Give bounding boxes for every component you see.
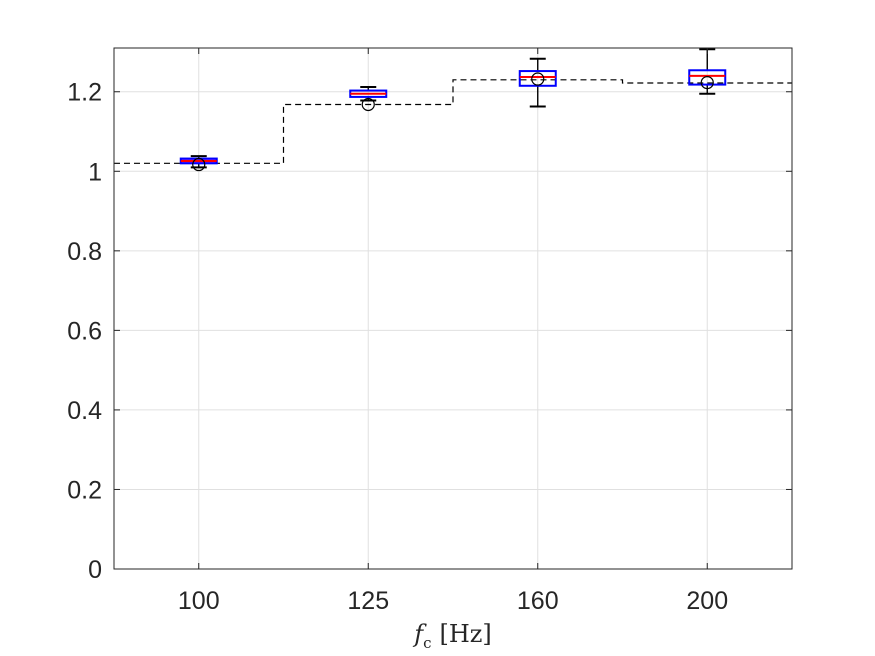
x-tick-label: 200 [686,587,728,615]
box-series [179,48,727,172]
mean-marker [361,97,375,112]
y-tick-label: 0 [88,556,102,584]
y-tick-label: 1 [88,158,102,186]
reference-step-line [114,79,792,164]
y-tick-label: 0.8 [67,238,102,266]
x-tick-label: 160 [517,587,559,615]
mean-marker [192,157,206,172]
axis-ticks [114,48,792,570]
box-iqr [518,70,557,87]
mean-marker [531,72,545,86]
x-tick-labels: 100 125 160 200 [178,587,728,615]
plot-area-frame [113,47,793,570]
y-tick-label: 0.4 [67,397,102,425]
y-tick-label: 0.6 [67,317,102,345]
y-tick-labels: 0 0.2 0.4 0.6 0.8 1 1.2 [67,79,102,584]
y-tick-label: 1.2 [67,79,102,107]
x-axis-label: fc [Hz] [412,620,492,652]
x-axis-label-sub: c [423,634,431,652]
reference-step-path [114,79,792,164]
box-iqr [688,69,727,86]
grid-lines [114,48,792,570]
mean-marker [700,76,714,90]
x-axis-label-unit: [Hz] [439,620,491,648]
y-tick-label: 0.2 [67,476,102,504]
x-tick-label: 100 [178,587,220,615]
x-tick-label: 125 [347,587,389,615]
